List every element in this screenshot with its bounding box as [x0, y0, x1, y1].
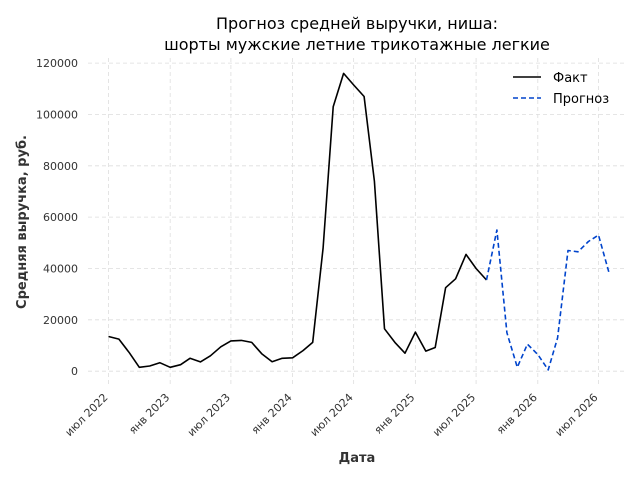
x-tick-label: июл 2025	[430, 391, 478, 439]
x-tick-label: июл 2026	[553, 391, 601, 439]
y-tick-label: 100000	[36, 108, 78, 121]
x-tick-label: янв 2026	[494, 391, 540, 437]
x-tick-label: июл 2024	[308, 391, 356, 439]
chart-title: Прогноз средней выручки, ниша:	[216, 14, 498, 33]
x-tick-label: июл 2023	[185, 391, 233, 439]
y-axis-ticks: 0 20000 40000 60000 80000 100000 120000	[36, 57, 78, 378]
grid	[88, 58, 624, 384]
y-tick-label: 120000	[36, 57, 78, 70]
series-lines	[108, 72, 610, 371]
y-tick-label: 40000	[43, 262, 78, 275]
series-line-fact	[108, 72, 488, 369]
x-axis-label: Дата	[339, 451, 376, 466]
y-axis-label: Средняя выручка, руб.	[15, 135, 30, 309]
series-line-forecast	[485, 229, 610, 371]
y-tick-label: 60000	[43, 211, 78, 224]
x-tick-label: янв 2023	[126, 391, 172, 437]
legend-label-fact: Факт	[553, 71, 588, 86]
y-tick-label: 20000	[43, 314, 78, 327]
x-tick-label: янв 2024	[249, 391, 295, 437]
x-tick-label: июл 2022	[63, 391, 111, 439]
legend-label-forecast: Прогноз	[553, 92, 609, 107]
y-tick-label: 80000	[43, 160, 78, 173]
legend: Факт Прогноз	[513, 71, 609, 107]
x-axis-ticks: июл 2022 янв 2023 июл 2023 янв 2024 июл 2024…	[63, 391, 601, 439]
chart-subtitle: шорты мужские летние трикотажные легкие	[164, 35, 550, 54]
y-tick-label: 0	[71, 365, 78, 378]
x-tick-label: янв 2025	[372, 391, 418, 437]
